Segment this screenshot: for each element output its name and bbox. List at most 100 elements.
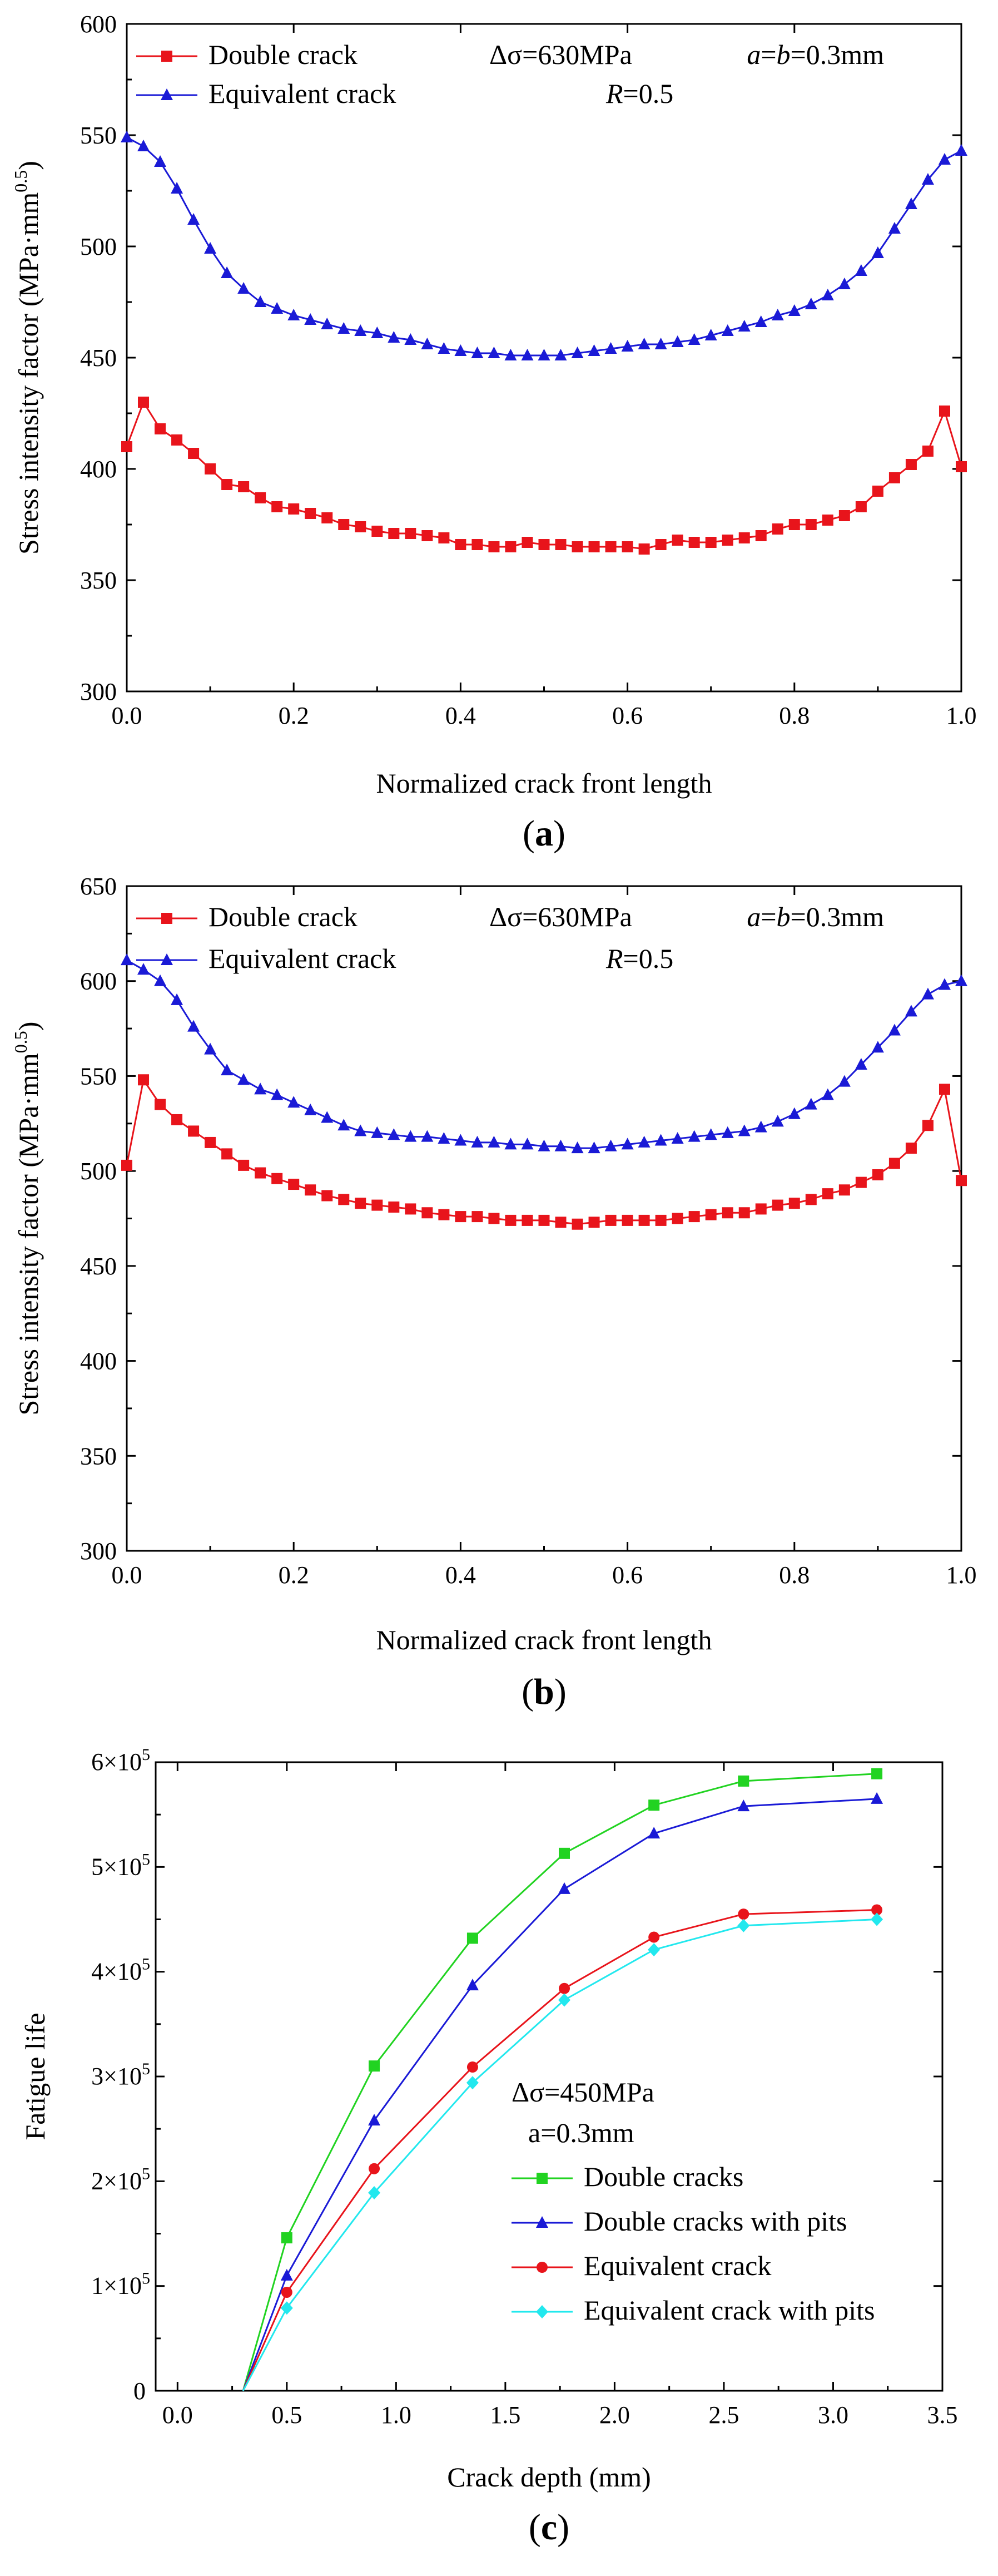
data-point bbox=[738, 1207, 750, 1219]
series-line bbox=[242, 1798, 877, 2391]
stress-range-annotation: Δσ=630MPa bbox=[489, 901, 632, 932]
data-point bbox=[405, 528, 416, 539]
data-point bbox=[939, 406, 950, 417]
data-point bbox=[471, 539, 483, 550]
series-double-cracks-with-pits bbox=[242, 1792, 883, 2391]
data-point bbox=[538, 1139, 550, 1151]
data-point bbox=[271, 1088, 284, 1100]
data-point bbox=[154, 974, 167, 986]
data-point bbox=[572, 541, 583, 552]
data-point bbox=[838, 278, 851, 289]
data-point bbox=[254, 295, 267, 307]
data-point bbox=[648, 1827, 661, 1839]
data-point bbox=[271, 501, 283, 512]
data-point bbox=[404, 1130, 417, 1142]
data-point bbox=[905, 1143, 917, 1154]
data-point bbox=[205, 463, 216, 474]
data-point bbox=[238, 1159, 250, 1171]
data-point bbox=[588, 1217, 600, 1228]
data-point bbox=[754, 315, 767, 327]
data-point bbox=[121, 1159, 132, 1171]
data-point bbox=[466, 1979, 479, 1991]
data-point bbox=[555, 539, 567, 550]
data-point bbox=[737, 1799, 750, 1812]
data-point bbox=[466, 1932, 478, 1944]
y-tick-label: 300 bbox=[80, 678, 117, 705]
data-point bbox=[871, 1912, 883, 1926]
data-point bbox=[638, 1214, 650, 1226]
data-point bbox=[171, 182, 183, 194]
data-point bbox=[121, 131, 133, 142]
data-point bbox=[939, 1084, 950, 1095]
data-point bbox=[921, 173, 934, 185]
data-point bbox=[621, 340, 634, 352]
data-point bbox=[888, 472, 900, 483]
legend-label: Equivalent crack bbox=[584, 2250, 771, 2281]
x-axis-label: Crack depth (mm) bbox=[447, 2461, 651, 2493]
data-point bbox=[638, 543, 650, 555]
data-point bbox=[855, 264, 867, 276]
data-point bbox=[466, 2076, 479, 2090]
data-point bbox=[871, 246, 884, 258]
data-point bbox=[922, 446, 934, 457]
data-point bbox=[571, 1141, 584, 1154]
data-point bbox=[255, 492, 266, 503]
data-point bbox=[922, 1120, 934, 1131]
load-ratio-annotation: R=0.5 bbox=[605, 78, 673, 109]
y-tick-exponent: 5 bbox=[142, 2164, 150, 2183]
x-tick-label: 3.5 bbox=[927, 2401, 958, 2429]
data-point bbox=[280, 2301, 293, 2315]
data-point bbox=[655, 1214, 667, 1226]
y-tick-label: 450 bbox=[80, 1253, 117, 1280]
legend-label: Double crack bbox=[208, 901, 358, 932]
data-point bbox=[271, 302, 284, 314]
data-point bbox=[737, 1919, 750, 1932]
data-point bbox=[805, 1194, 817, 1205]
data-point bbox=[369, 2060, 380, 2072]
y-tick-label: 600 bbox=[80, 11, 117, 38]
data-point bbox=[287, 309, 300, 320]
y-tick-label: 1×105 bbox=[91, 2270, 150, 2300]
data-point bbox=[205, 1136, 216, 1148]
data-point bbox=[871, 1792, 883, 1804]
data-point bbox=[488, 1213, 500, 1224]
panel-caption: (c) bbox=[529, 2507, 569, 2548]
data-point bbox=[538, 349, 550, 360]
data-point bbox=[622, 1214, 633, 1226]
x-tick-label: 0.8 bbox=[779, 1561, 810, 1589]
data-point bbox=[471, 1211, 483, 1223]
data-point bbox=[905, 197, 917, 209]
data-point bbox=[771, 309, 784, 320]
legend-marker bbox=[537, 2173, 548, 2184]
data-point bbox=[805, 298, 817, 309]
data-point bbox=[471, 347, 484, 358]
data-point bbox=[488, 1135, 500, 1148]
x-tick-label: 0.4 bbox=[445, 702, 476, 729]
y-tick-label: 3×105 bbox=[91, 2060, 150, 2090]
load-ratio-annotation: R=0.5 bbox=[605, 943, 673, 974]
data-point bbox=[237, 282, 250, 294]
data-point bbox=[855, 1057, 867, 1070]
data-point bbox=[421, 338, 434, 349]
data-point bbox=[955, 974, 967, 986]
data-point bbox=[305, 508, 316, 519]
y-tick-label: 550 bbox=[80, 122, 117, 149]
panel-caption: (a) bbox=[523, 813, 565, 854]
data-point bbox=[648, 1943, 661, 1957]
data-point bbox=[154, 155, 167, 167]
x-tick-label: 2.5 bbox=[708, 2401, 739, 2429]
data-point bbox=[238, 481, 250, 492]
data-point bbox=[388, 1128, 400, 1140]
data-point bbox=[255, 1167, 266, 1179]
legend: Double crack Equivalent crack Δσ=630MPa a=b… bbox=[136, 39, 884, 109]
data-point bbox=[521, 349, 534, 360]
data-point bbox=[371, 327, 384, 338]
data-point bbox=[221, 1064, 234, 1076]
crack-size-annotation: a=b=0.3mm bbox=[747, 901, 884, 932]
data-point bbox=[138, 397, 150, 408]
data-point bbox=[855, 1176, 867, 1188]
data-point bbox=[455, 1211, 466, 1223]
data-point bbox=[488, 347, 500, 358]
data-point bbox=[137, 963, 150, 975]
data-point bbox=[871, 1768, 883, 1779]
